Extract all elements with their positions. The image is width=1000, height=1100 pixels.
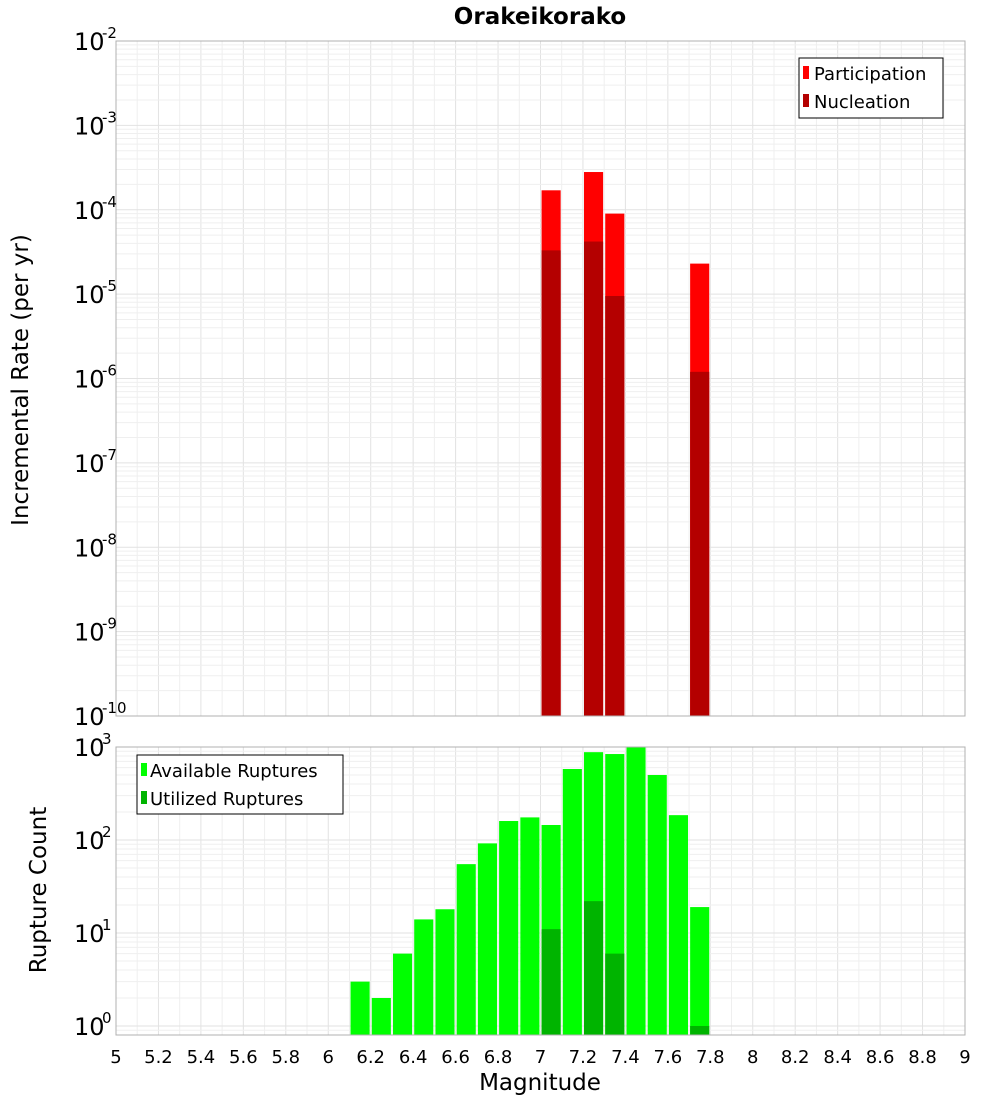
x-axis-label: Magnitude [479,1070,601,1096]
bot-y-tick-label: 10 [74,1013,105,1041]
bot-bar-utilized-ruptures [605,953,625,1035]
x-tick-label: 8.2 [781,1047,810,1068]
bot-bar-available-ruptures [626,747,646,1035]
bot-y-tick-exponent: 1 [102,916,112,934]
top-y-tick-exponent: -2 [102,24,117,42]
bot-bar-available-ruptures [520,817,540,1035]
x-tick-label: 8.6 [866,1047,895,1068]
top-y-tick-exponent: -3 [102,108,117,126]
x-tick-label: 5.8 [271,1047,300,1068]
bottom-legend-box [136,754,344,815]
chart-title: Orakeikorako [454,4,626,30]
top-y-tick-label: 10 [74,619,105,647]
top-y-tick-exponent: -5 [102,277,117,295]
top-y-tick-label: 10 [74,703,105,731]
x-tick-label: 6.8 [484,1047,513,1068]
legend-swatch-nucleation [803,94,809,107]
x-tick-label: 8.4 [823,1047,852,1068]
x-tick-label: 5 [110,1047,121,1068]
bot-y-tick-label: 10 [74,734,105,762]
bot-y-tick-label: 10 [74,827,105,855]
bottom-plot-bars [350,747,710,1035]
legend-label-participation: Participation [814,64,926,85]
x-tick-label: 9 [959,1047,970,1068]
top-plot-grid [115,40,966,717]
x-tick-label: 7.4 [611,1047,640,1068]
bot-bar-utilized-ruptures [584,901,604,1035]
top-bar-nucleation [690,371,710,716]
top-y-tick-exponent: -7 [102,446,117,464]
top-y-tick-exponent: -6 [102,362,117,380]
top-plot-bars [541,172,710,717]
bot-bar-available-ruptures [350,981,370,1035]
x-tick-label: 6 [323,1047,334,1068]
x-tick-label: 7.6 [654,1047,683,1068]
top-y-tick-label: 10 [74,281,105,309]
x-tick-label: 7.8 [696,1047,725,1068]
x-tick-label: 8.8 [908,1047,937,1068]
x-tick-label: 5.2 [144,1047,173,1068]
top-y-tick-label: 10 [74,366,105,394]
x-tick-label: 7.2 [569,1047,598,1068]
bot-y-tick-exponent: 0 [102,1009,112,1027]
top-y-tick-exponent: -8 [102,530,117,548]
top-bar-nucleation [584,241,604,717]
legend-swatch-utilized-ruptures [141,791,147,804]
bottom-y-axis-label: Rupture Count [26,807,52,973]
bot-bar-available-ruptures [647,774,667,1035]
x-tick-label: 8 [747,1047,758,1068]
bot-bar-available-ruptures [690,907,710,1035]
bot-y-tick-exponent: 3 [102,730,112,748]
bot-bar-available-ruptures [562,769,582,1035]
top-y-tick-exponent: -9 [102,615,117,633]
x-tick-labels: 5 5.2 5.4 5.6 5.8 6 6.2 6.4 6.6 6.8 7 7.2 7.4 7.6 7.8 8… [110,1047,970,1068]
top-y-tick-label: 10 [74,450,105,478]
bot-bar-utilized-ruptures [541,929,561,1035]
bot-bar-available-ruptures [456,864,476,1035]
bot-bar-available-ruptures [371,997,391,1035]
bot-bar-available-ruptures [392,953,413,1035]
top-bar-nucleation [541,250,561,717]
x-tick-label: 6.2 [356,1047,385,1068]
x-tick-label: 5.6 [229,1047,258,1068]
x-tick-label: 6.6 [441,1047,470,1068]
top-plot-area [115,40,966,717]
legend-label-nucleation: Nucleation [814,92,910,113]
top-y-tick-label: 10 [74,112,105,140]
bottom-plot-area [115,746,966,1036]
bot-bar-utilized-ruptures [690,1025,710,1035]
top-legend: Participation Nucleation [798,57,944,119]
top-y-tick-exponent: -4 [102,193,117,211]
top-y-tick-label: 10 [74,197,105,225]
top-y-axis-label: Incremental Rate (per yr) [8,234,34,526]
top-bar-nucleation [605,296,625,716]
legend-swatch-participation [803,66,809,79]
bot-bar-available-ruptures [414,919,434,1035]
x-tick-label: 7 [535,1047,546,1068]
x-tick-label: 5.4 [187,1047,216,1068]
top-y-tick-label: 10 [74,534,105,562]
bot-bar-available-ruptures [477,843,497,1035]
bot-y-tick-label: 10 [74,920,105,948]
bottom-legend: Available Ruptures Utilized Ruptures [136,754,344,815]
bot-bar-available-ruptures [499,821,519,1035]
top-y-tick-exponent: -10 [102,699,127,717]
top-y-tick-label: 10 [74,28,105,56]
bot-bar-available-ruptures [668,815,689,1035]
legend-label-utilized-ruptures: Utilized Ruptures [150,789,303,810]
bot-bar-available-ruptures [435,909,455,1035]
top-legend-box [798,57,944,119]
legend-label-available-ruptures: Available Ruptures [150,761,318,782]
x-tick-label: 6.4 [399,1047,428,1068]
legend-swatch-available-ruptures [141,763,147,776]
bot-y-tick-exponent: 2 [102,823,112,841]
